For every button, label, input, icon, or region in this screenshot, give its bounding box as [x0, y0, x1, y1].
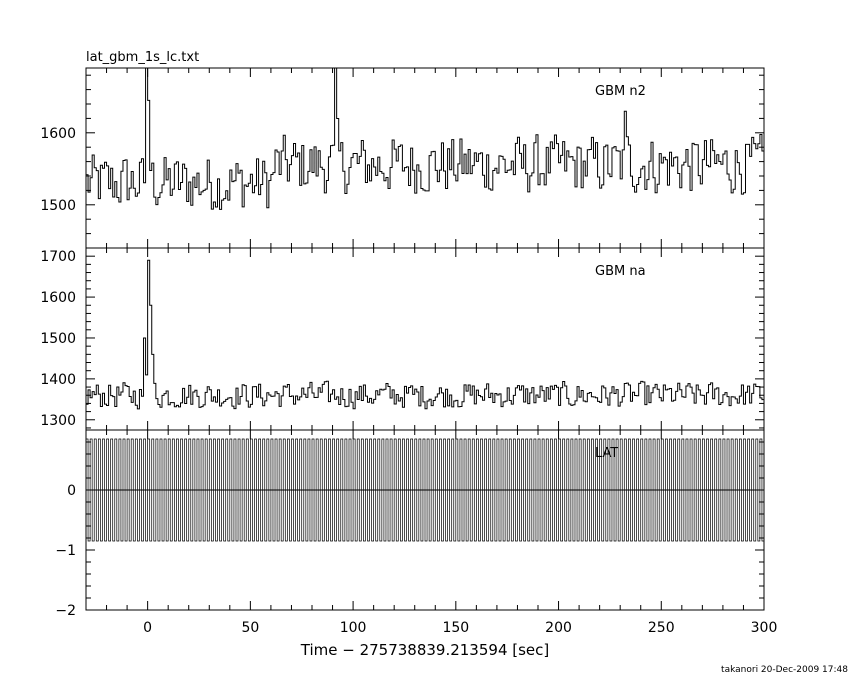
chart-title: lat_gbm_1s_lc.txt: [86, 50, 199, 65]
y-tick-label: 1400: [40, 372, 76, 388]
series-group: [86, 438, 764, 542]
y-tick-label: 0: [67, 483, 76, 499]
x-tick-label: 300: [751, 620, 778, 636]
x-tick-label: 0: [143, 620, 152, 636]
x-tick-label: 150: [442, 620, 469, 636]
y-tick-label: 1600: [40, 290, 76, 306]
x-axis-label: Time − 275738839.213594 [sec]: [300, 641, 550, 659]
y-tick-label: 1600: [40, 126, 76, 142]
panel-lat: −2 −1 0 LAT: [55, 429, 765, 619]
series-line-top: [86, 68, 764, 210]
panel-gbm-n2: 1500 1600 GBM n2: [40, 67, 765, 249]
footer-stamp: takanori 20-Dec-2009 17:48: [721, 665, 848, 675]
x-tick-label: 100: [340, 620, 367, 636]
panel-frame: [85, 67, 765, 249]
x-axis: 0 50 100 150 200 250 300: [143, 620, 777, 636]
y-tick-label: 1500: [40, 331, 76, 347]
panel-label: LAT: [595, 446, 618, 461]
y-tick-label: −1: [55, 543, 76, 559]
series-line-lat: [86, 438, 764, 542]
series-group: [86, 68, 764, 210]
series-group: [86, 259, 764, 410]
x-tick-label: 200: [545, 620, 572, 636]
panel-label: GBM na: [595, 264, 646, 279]
y-tick-label: −2: [55, 603, 76, 619]
y-tick-label: 1300: [40, 413, 76, 429]
panel-gbm-na: 1300 1400 1500 1600 1700 GBM na: [40, 247, 765, 431]
series-line-middle: [86, 259, 764, 410]
x-tick-label: 250: [648, 620, 675, 636]
y-tick-label: 1500: [40, 198, 76, 214]
y-tick-label: 1700: [40, 249, 76, 265]
panel-label: GBM n2: [595, 84, 646, 99]
x-tick-label: 50: [241, 620, 259, 636]
